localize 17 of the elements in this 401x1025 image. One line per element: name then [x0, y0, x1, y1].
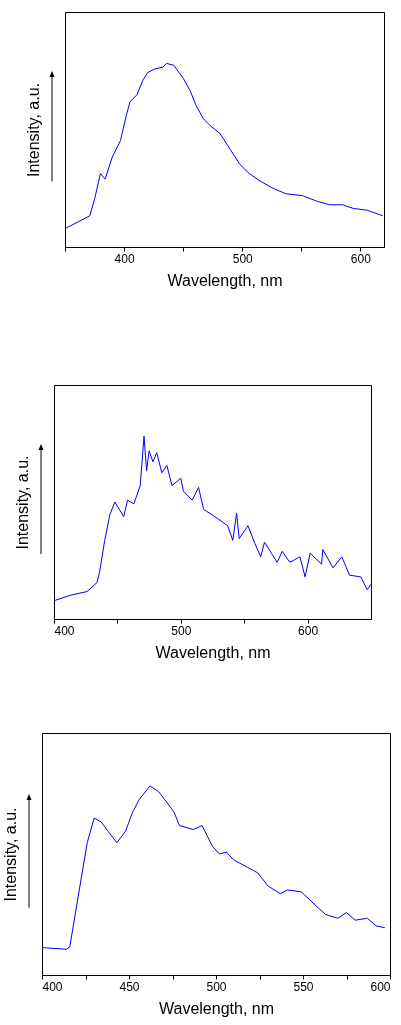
x-tick-label: 400: [114, 251, 135, 266]
y-axis-title: Intensity, a.u.: [1, 807, 19, 902]
y-axis-title: Intensity, a.u.: [13, 455, 31, 550]
x-tick-label: 600: [350, 251, 372, 266]
x-tick-label: 550: [293, 979, 314, 994]
x-tick-label: 600: [298, 623, 319, 638]
y-axis-title: Intensity, a.u.: [24, 83, 42, 177]
x-axis-title: Wavelength, nm: [158, 999, 275, 1017]
x-tick-label: 500: [206, 979, 227, 994]
x-tick-label: 400: [54, 623, 75, 638]
x-axis-title: Wavelength, nm: [155, 643, 271, 661]
x-tick-label: 400: [42, 979, 63, 994]
x-tick-label: 500: [171, 623, 192, 638]
x-tick-label: 450: [119, 979, 140, 994]
x-axis-title: Wavelength, nm: [167, 271, 283, 289]
x-tick-label: 500: [232, 251, 254, 266]
x-tick-label: 600: [370, 979, 391, 994]
